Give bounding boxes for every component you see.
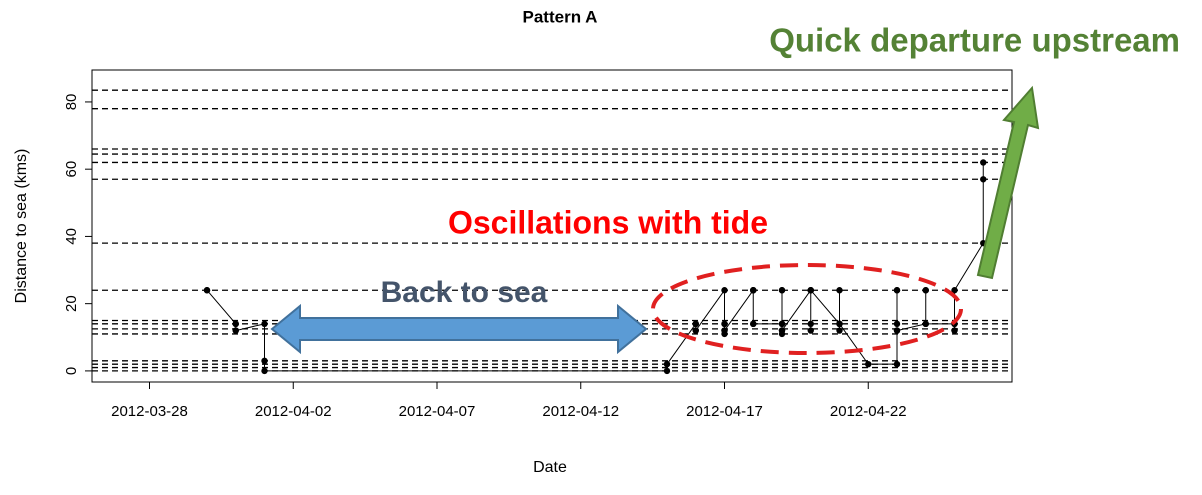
data-point	[836, 327, 843, 334]
data-point	[836, 287, 843, 294]
y-tick-label: 0	[63, 367, 80, 375]
plot-frame	[91, 69, 1013, 383]
upstream-arrow	[976, 85, 1040, 280]
x-tick-label: 2012-04-07	[399, 403, 476, 420]
chart-title: Pattern A	[523, 7, 598, 26]
data-point	[232, 320, 239, 328]
data-point	[807, 287, 814, 294]
data-point	[663, 360, 671, 368]
data-point	[980, 176, 987, 183]
data-point	[750, 320, 757, 328]
y-tick-label: 80	[63, 94, 80, 111]
annotation: Back to sea	[381, 276, 548, 309]
data-point	[893, 287, 901, 294]
data-point	[893, 327, 901, 334]
data-point	[865, 360, 872, 368]
data-point	[261, 357, 268, 365]
data-point	[807, 327, 814, 334]
data-point	[922, 287, 929, 294]
double-arrow	[270, 303, 648, 355]
x-tick-label: 2012-03-28	[111, 403, 188, 420]
data-point	[721, 320, 728, 328]
data-point	[807, 320, 814, 328]
oscillation-ellipse	[651, 263, 963, 355]
x-tick-label: 2012-04-22	[830, 403, 907, 420]
data-point	[778, 320, 786, 328]
x-tick-label: 2012-04-02	[255, 403, 332, 420]
data-point	[778, 287, 786, 294]
data-point	[721, 327, 728, 334]
data-point	[980, 159, 987, 166]
data-point	[261, 320, 268, 328]
data-point	[663, 367, 671, 375]
data-point	[951, 327, 958, 334]
x-tick-label: 2012-04-17	[686, 403, 763, 420]
data-point	[893, 360, 901, 368]
data-point	[836, 320, 843, 328]
data-point	[261, 367, 268, 375]
data-point	[692, 320, 699, 328]
y-tick-label: 60	[63, 161, 80, 178]
data-point	[778, 327, 786, 334]
x-axis-label: Date	[533, 459, 567, 476]
data-point	[232, 327, 239, 334]
data-point	[692, 327, 699, 334]
y-axis-label: Distance to sea (kms)	[13, 149, 30, 304]
plot-area: 0 20 40 60 80 2012-03-28 2012-04-02 2012-04-07 2…	[63, 69, 1013, 420]
data-point	[750, 287, 757, 294]
data-point	[893, 320, 901, 328]
annotation: Oscillations with tide	[448, 204, 768, 240]
y-tick-label: 20	[63, 295, 80, 312]
annotation: Quick departure upstream	[769, 22, 1180, 59]
data-point	[922, 320, 929, 328]
y-tick-label: 40	[63, 228, 80, 245]
data-point	[721, 287, 728, 294]
x-tick-label: 2012-04-12	[542, 403, 619, 420]
data-point	[203, 287, 211, 294]
data-point	[951, 287, 958, 294]
